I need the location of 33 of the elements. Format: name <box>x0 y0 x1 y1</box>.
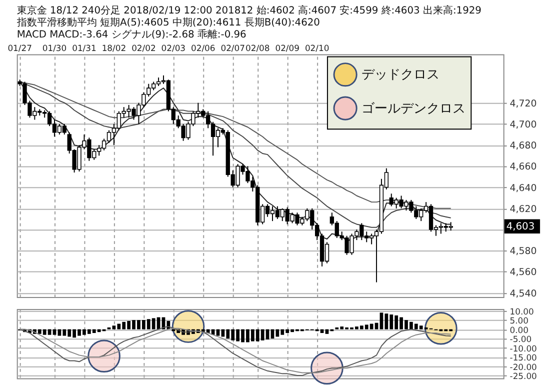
x-tick-label: 01/31 <box>72 42 96 53</box>
y-tick-label: -25.00 <box>510 371 537 381</box>
y-tick-label: -15.00 <box>510 352 537 363</box>
legend-label: デッドクロス <box>362 68 440 83</box>
x-tick-label: 02/03 <box>161 42 186 53</box>
x-tick-label: 02/09 <box>275 42 300 53</box>
x-tick-label: 01/27 <box>8 42 32 53</box>
chart-title: 東京金 18/12 240分足 2018/02/19 12:00 201812 始:4602 高:4607 安:4599 終:4603 出来高:1929 <box>16 4 482 17</box>
x-tick-label: 02/08 <box>246 42 270 53</box>
x-tick-label: 02/07 <box>220 42 245 53</box>
y-tick-label: 4,700 <box>510 119 537 130</box>
annotation: 4,603 <box>506 221 535 232</box>
y-tick-label: 4,580 <box>510 246 537 258</box>
y-tick-label: 10.00 <box>510 306 534 316</box>
y-tick-label: 0.00 <box>510 324 529 335</box>
y-tick-label: -5.00 <box>510 334 532 344</box>
y-tick-label: 4,640 <box>510 182 537 194</box>
y-tick-label: 4,720 <box>510 98 537 110</box>
y-tick-label: 4,540 <box>510 288 537 300</box>
y-tick-label: -20.00 <box>510 362 537 372</box>
legend-label: ゴールデンクロス <box>362 101 466 116</box>
y-tick-label: -10.00 <box>510 343 537 354</box>
x-tick-label: 01/30 <box>42 42 67 53</box>
y-tick-label: 4,560 <box>510 267 537 278</box>
x-tick-label: 02/02 <box>132 42 156 53</box>
x-tick-label: 18/02 <box>102 42 126 53</box>
y-tick-label: 5.00 <box>510 316 529 326</box>
y-tick-label: 4,680 <box>510 140 537 152</box>
x-tick-label: 02/10 <box>304 42 330 53</box>
y-tick-label: 4,620 <box>510 204 537 215</box>
x-tick-label: 02/06 <box>191 42 216 53</box>
chart-subtitle: 指数平滑移動平均 短期A(5):4605 中期(20):4611 長期B(40):4620 MACD MACD:-3.64 シグナル(9):-2.68 乖離:-0.96 <box>16 16 320 40</box>
y-tick-label: 4,660 <box>510 162 537 173</box>
